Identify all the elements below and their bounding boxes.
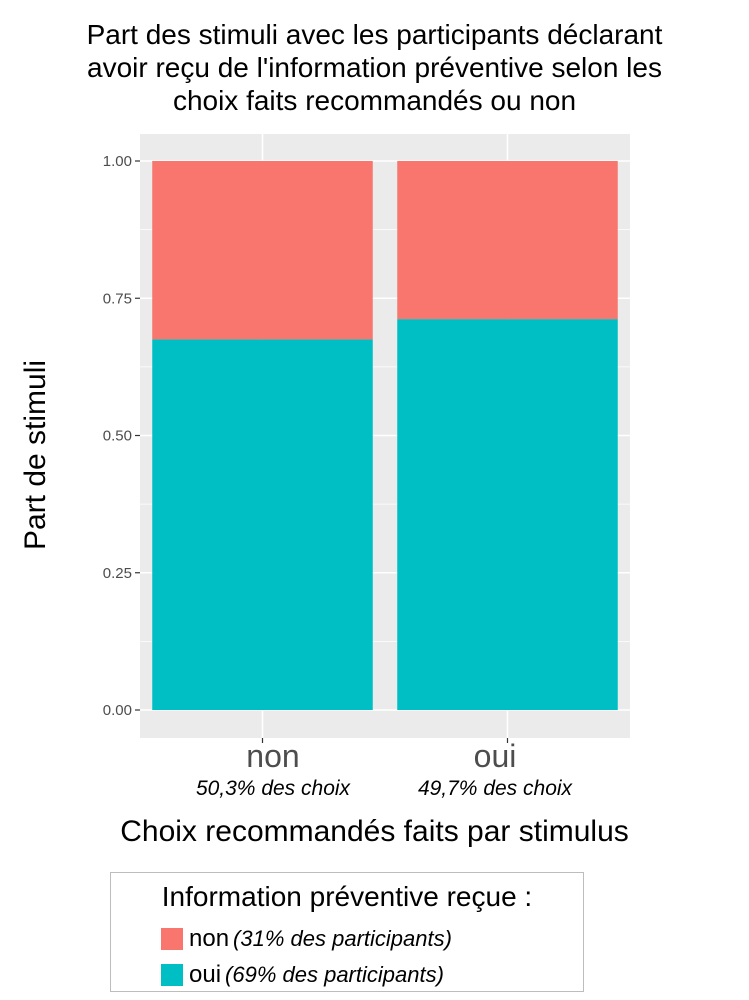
bar-oui-oui xyxy=(397,319,618,710)
y-tick-label: 0.75 xyxy=(103,290,132,307)
x-axis-label: Choix recommandés faits par stimulus xyxy=(120,815,629,848)
y-tick-label: 0.50 xyxy=(103,428,132,445)
y-tick-label: 0.00 xyxy=(103,702,132,719)
y-tick-label: 1.00 xyxy=(103,153,132,170)
legend-title: Information préventive reçue : xyxy=(161,881,533,912)
legend-note: (69% des participants) xyxy=(225,962,444,987)
legend-item-oui: oui (69% des participants) xyxy=(161,961,444,988)
chart-title-line-2: avoir reçu de l'information préventive s… xyxy=(87,52,662,83)
x-category-oui: oui 49,7% des choix xyxy=(345,738,645,802)
y-axis-label-wrap: Part de stimuli xyxy=(6,255,66,655)
legend-item-non: non (31% des participants) xyxy=(161,925,452,952)
chart-title-line-3: choix faits recommandés ou non xyxy=(172,85,577,116)
chart-title: Part des stimuli avec les participants d… xyxy=(0,18,749,117)
legend: Information préventive reçue : non (31% … xyxy=(110,872,584,992)
y-tick-label: 0.25 xyxy=(103,565,132,582)
legend-label: oui xyxy=(189,961,222,988)
x-category-non: non 50,3% des choix xyxy=(123,738,423,802)
legend-swatch-oui xyxy=(161,964,183,986)
bar-non-oui xyxy=(397,161,618,320)
legend-swatch-non xyxy=(161,928,183,950)
x-tick-label: oui xyxy=(473,738,517,774)
chart-title-line-1: Part des stimuli avec les participants d… xyxy=(86,19,663,50)
x-category-note: 49,7% des choix xyxy=(417,777,573,800)
bar-oui-non xyxy=(152,339,373,710)
y-axis-label: Part de stimuli xyxy=(19,359,52,551)
bar-non-non xyxy=(152,161,373,340)
x-tick-label: non xyxy=(246,738,300,774)
x-category-note: 50,3% des choix xyxy=(195,777,351,800)
legend-label: non xyxy=(189,925,230,952)
legend-note: (31% des participants) xyxy=(233,926,452,951)
